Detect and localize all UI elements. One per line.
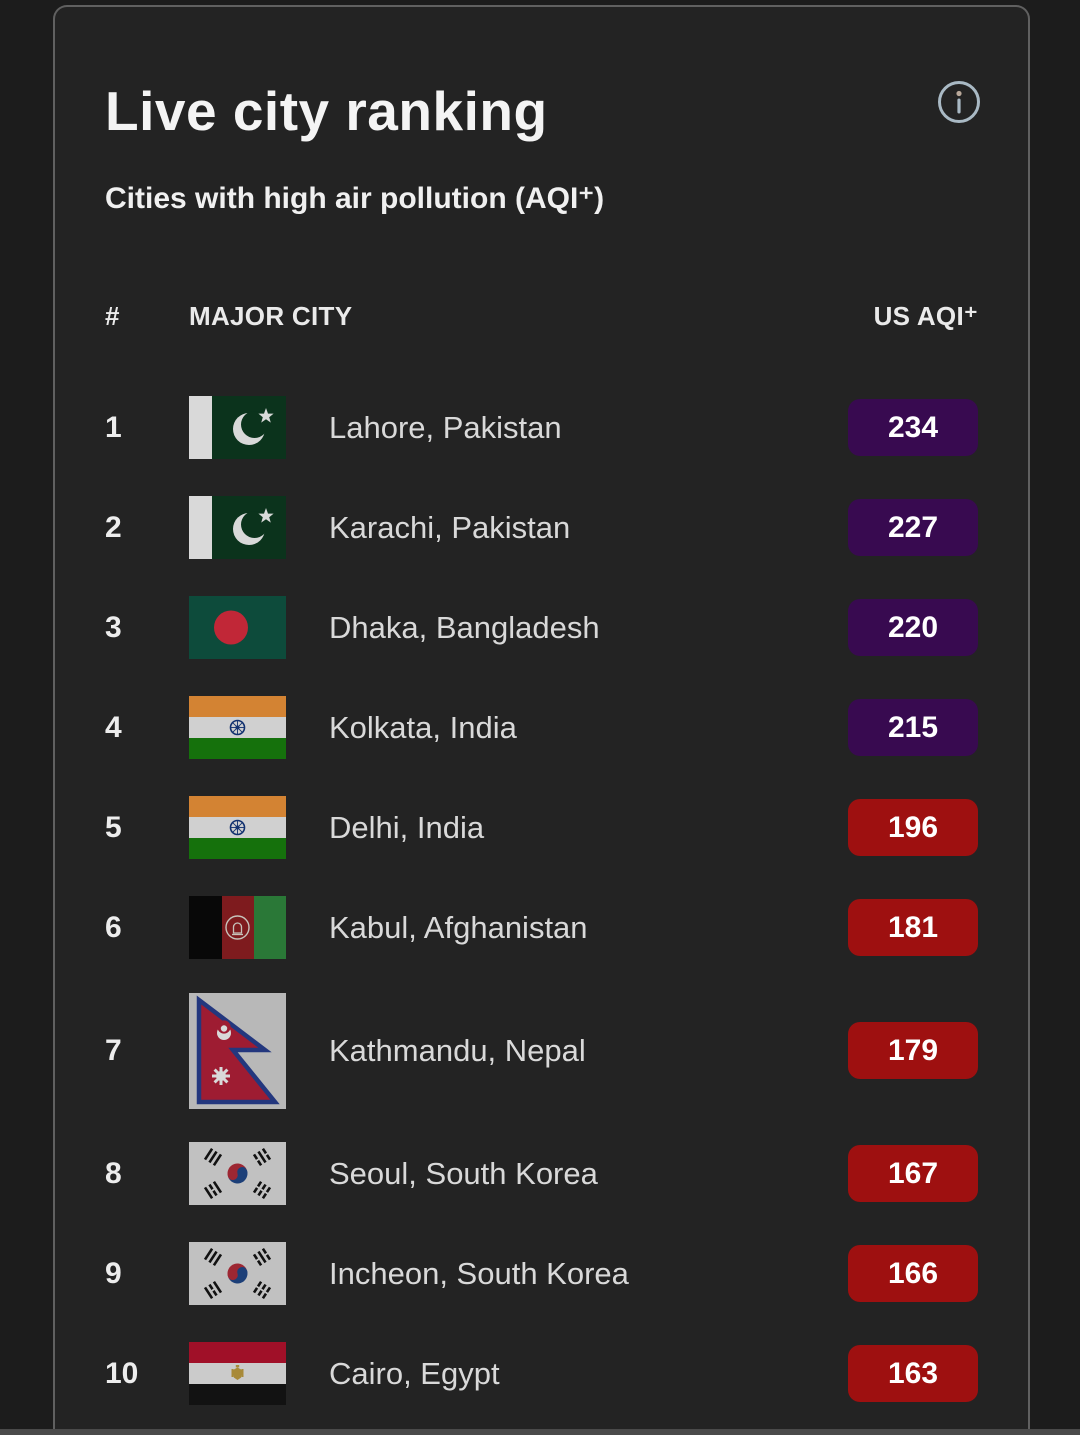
page-title: Live city ranking [105,80,548,142]
aqi-badge: 163 [848,1345,978,1403]
rank-number: 2 [105,510,122,544]
aqi-badge: 196 [848,799,978,857]
aqi-badge: 179 [848,1022,978,1080]
city-name: Kathmandu, Nepal [329,1032,586,1068]
table-row[interactable]: 7 Kathmandu, Nepal 179 [105,978,978,1124]
table-row[interactable]: 1 Lahore, Pakistan 234 [105,378,978,478]
rank-number: 5 [105,810,122,844]
flag-south-korea-icon [189,1142,286,1206]
city-name: Lahore, Pakistan [329,409,562,445]
rank-number: 4 [105,710,122,744]
subtitle: Cities with high air pollution (AQI⁺) [105,181,605,215]
flag-pakistan-icon [189,496,286,560]
rank-number: 3 [105,610,122,644]
city-name: Kabul, Afghanistan [329,909,588,945]
rank-number: 1 [105,410,122,444]
table-row[interactable]: 3 Dhaka, Bangladesh 220 [105,578,978,678]
flag-egypt-icon [189,1342,286,1406]
aqi-badge: 215 [848,699,978,757]
city-name: Delhi, India [329,809,485,845]
table-row[interactable]: 9 [105,1224,978,1324]
table-row[interactable]: 10 Cairo, Egypt 163 [105,1324,978,1424]
flag-pakistan-icon [189,396,286,460]
aqi-badge: 220 [848,599,978,657]
table-row[interactable]: 2 Karachi, Pakistan 227 [105,478,978,578]
city-name: Seoul, South Korea [329,1155,598,1191]
flag-afghanistan-icon [189,896,286,960]
table-row[interactable]: 4 Kolkata, India 215 [105,678,978,778]
table-header: # MAJOR CITY US AQI⁺ [105,301,978,332]
flag-india-icon [189,796,286,860]
city-name: Incheon, South Korea [329,1255,629,1291]
flag-south-korea-icon [189,1242,286,1306]
aqi-badge: 166 [848,1245,978,1303]
info-icon[interactable] [936,79,982,125]
city-name: Cairo, Egypt [329,1355,500,1391]
rank-number: 8 [105,1156,122,1190]
aqi-badge: 234 [848,399,978,457]
rank-number: 6 [105,910,122,944]
column-header-city: MAJOR CITY [189,300,353,331]
rank-number: 9 [105,1256,122,1290]
flag-nepal-icon [189,992,286,1109]
aqi-badge: 181 [848,899,978,957]
table-row[interactable]: 5 Delhi, India 196 [105,778,978,878]
column-header-aqi: US AQI⁺ [873,300,978,331]
flag-bangladesh-icon [189,596,286,660]
city-name: Kolkata, India [329,709,517,745]
rank-number: 7 [105,1033,122,1067]
rank-number: 10 [105,1356,139,1390]
live-ranking-card: Live city ranking Cities with high air p… [53,5,1030,1435]
table-row[interactable]: 6 Kabul, Afghanistan 181 [105,878,978,978]
aqi-badge: 167 [848,1145,978,1203]
ranking-table-body: 1 Lahore, Pakistan 234 2 Karachi, Pakist… [105,378,978,1424]
column-header-rank: # [105,300,120,331]
city-name: Karachi, Pakistan [329,509,571,545]
aqi-badge: 227 [848,499,978,557]
flag-india-icon [189,696,286,760]
bottom-divider [0,1429,1080,1435]
table-row[interactable]: 8 [105,1124,978,1224]
city-name: Dhaka, Bangladesh [329,609,600,645]
